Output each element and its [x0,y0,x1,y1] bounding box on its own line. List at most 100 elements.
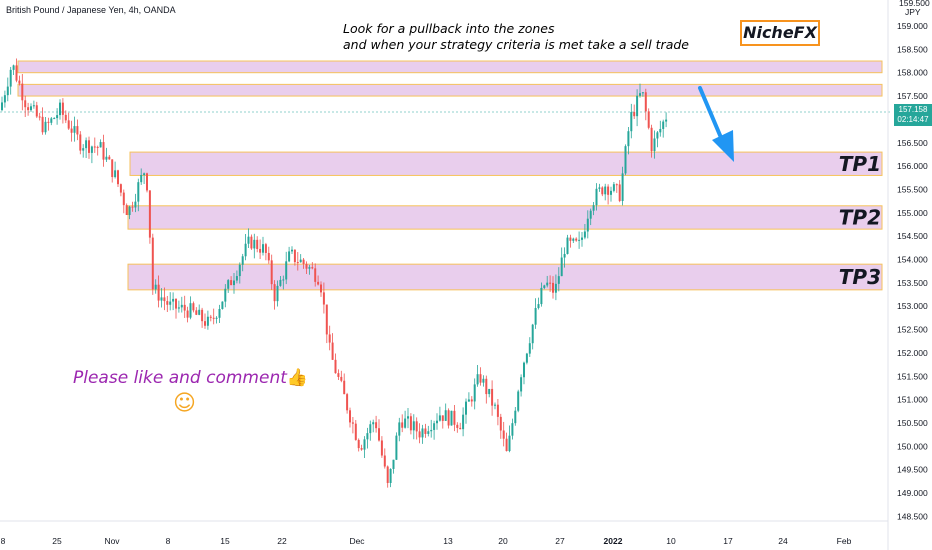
candle [514,406,517,426]
candle [56,108,59,125]
candle [119,183,122,197]
candle [15,58,18,83]
candle [534,298,537,329]
candle [273,280,276,310]
candle [465,398,467,424]
candle [656,130,659,148]
candle [3,90,6,108]
candle [592,201,595,216]
candle [511,418,514,440]
candle [447,408,450,429]
y-tick-label: 159.500 [899,0,930,8]
candle [615,183,618,193]
candle [140,168,143,185]
candle [305,261,308,275]
candle [607,184,610,205]
candle [523,361,525,385]
candle [563,247,566,268]
candle [201,307,204,328]
candle [256,236,259,253]
candle [1,96,3,112]
candle [346,392,349,414]
candle [520,374,523,397]
candle [157,275,160,308]
candle [111,159,114,183]
current-price-badge: 157.158 02:14:47 [894,104,932,126]
candle [624,144,627,176]
y-tick-label: 151.000 [897,395,928,405]
candle [32,100,35,109]
y-tick-label: 150.500 [897,418,928,428]
y-tick-label: 155.500 [897,184,928,194]
candle [517,389,520,413]
candle [467,392,470,402]
candle [209,314,212,322]
candle [38,112,41,121]
candle [566,234,569,255]
candle [366,427,369,449]
candle [82,144,85,158]
candle [233,273,235,294]
candle [279,275,282,287]
candle [117,169,119,188]
y-tick-label: 154.000 [897,255,928,265]
candle [317,275,320,286]
candle [612,181,615,193]
x-tick-label: 8 [1,536,6,546]
candle [59,99,61,120]
candle [146,172,148,193]
x-tick-label: 8 [166,536,171,546]
candle [430,419,433,438]
candle [549,275,552,292]
candle [343,373,346,395]
candle [581,232,583,247]
candle [383,448,386,469]
candle [50,116,53,126]
y-tick-label: 151.500 [897,371,928,381]
zone-resistance-2 [17,83,883,97]
candle [595,183,598,211]
candle [235,270,238,284]
candle [177,300,180,313]
candle [636,89,639,127]
candle [647,108,650,130]
candle [436,413,438,430]
candle [224,284,227,308]
candle [79,131,82,155]
candle [389,468,392,488]
candle [378,419,380,442]
candle [543,284,546,290]
candle [610,186,612,202]
x-tick-label: 20 [498,536,508,546]
note-line-2: and when your strategy criteria is met t… [343,37,689,52]
candle [433,420,436,440]
candle [482,375,485,387]
candle [198,304,201,316]
candle [369,420,372,441]
candle [386,465,389,488]
thumbs-up-icon: 👍 [286,368,309,388]
candle [644,88,647,121]
candle [221,301,224,310]
candle [262,236,264,256]
candle [227,279,230,293]
currency-label: JPY [905,7,921,17]
candle [456,422,459,433]
candle [264,242,267,261]
y-tick-label: 150.000 [897,441,928,451]
candle [589,208,592,226]
candle [528,337,531,357]
x-tick-label: 25 [52,536,62,546]
strategy-note: Look for a pullback into the zones and w… [343,21,689,53]
candle [53,117,56,120]
current-price-value: 157.158 [898,105,928,114]
x-tick-label: Nov [104,536,120,546]
candle [334,353,337,374]
candle [351,416,354,434]
y-tick-label: 153.500 [897,278,928,288]
candle [108,155,111,160]
candle [195,307,198,316]
candle [427,425,430,437]
candle [67,112,70,130]
